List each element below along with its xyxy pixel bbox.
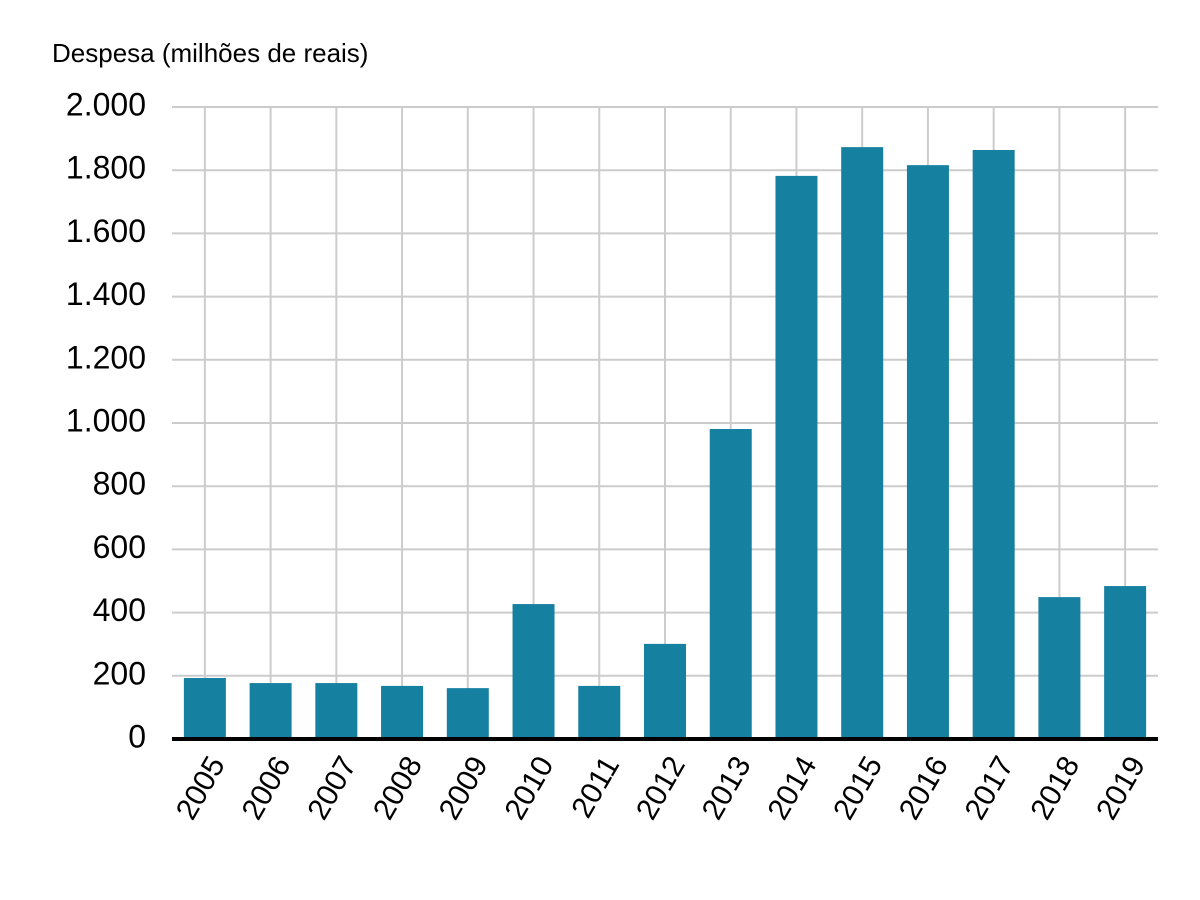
x-tick-label: 2019	[1090, 751, 1152, 825]
x-tick-label: 2006	[236, 751, 298, 825]
y-tick-label: 0	[128, 718, 146, 754]
bar	[578, 685, 621, 739]
bar	[512, 604, 555, 739]
x-tick-label: 2009	[433, 751, 495, 825]
y-tick-label: 1.600	[66, 213, 146, 249]
bar	[446, 688, 489, 739]
x-tick-label: 2013	[696, 751, 758, 825]
chart-title: Despesa (milhões de reais)	[52, 38, 368, 68]
x-tick-label: 2012	[630, 751, 692, 825]
bar	[1104, 586, 1147, 739]
bar	[709, 429, 752, 739]
x-tick-label: 2008	[367, 751, 429, 825]
x-tick-label: 2014	[761, 751, 823, 825]
x-tick-label: 2017	[959, 751, 1021, 825]
y-tick-label: 1.200	[66, 339, 146, 375]
bar	[381, 685, 424, 739]
x-tick-label: 2015	[827, 751, 889, 825]
bar	[775, 175, 818, 739]
y-tick-label: 400	[93, 592, 146, 628]
x-tick-label: 2007	[301, 751, 363, 825]
y-tick-label: 600	[93, 529, 146, 565]
bar	[841, 147, 884, 739]
x-tick-label: 2005	[170, 751, 232, 825]
bar	[249, 683, 292, 739]
x-tick-label: 2011	[565, 751, 626, 823]
x-tick-label: 2010	[499, 751, 561, 825]
y-tick-label: 2.000	[66, 86, 146, 122]
x-tick-label: 2016	[893, 751, 955, 825]
bar	[644, 643, 686, 739]
y-tick-label: 1.400	[66, 276, 146, 312]
y-tick-label: 1.800	[66, 150, 146, 186]
bar	[1038, 597, 1081, 739]
bar	[906, 165, 949, 740]
x-tick-label: 2018	[1024, 751, 1086, 825]
y-tick-label: 800	[93, 466, 146, 502]
bar	[972, 149, 1015, 739]
bar	[315, 683, 358, 739]
bar	[183, 678, 226, 739]
y-tick-label: 200	[93, 655, 146, 691]
y-tick-label: 1.000	[66, 402, 146, 438]
